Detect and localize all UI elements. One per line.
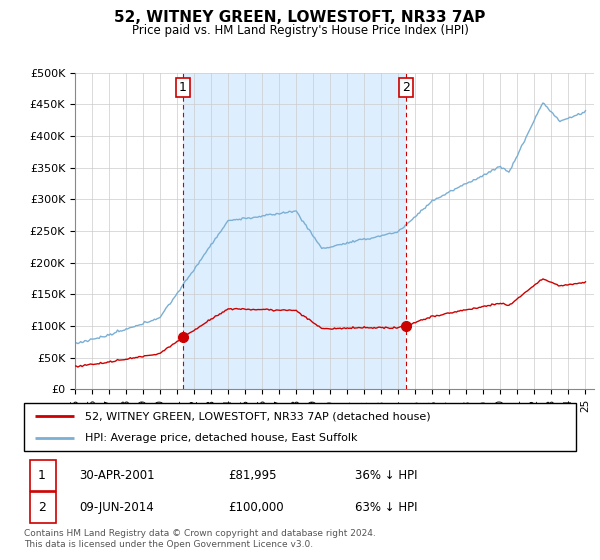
Bar <box>29 460 56 491</box>
Text: 2: 2 <box>402 81 410 94</box>
Text: Price paid vs. HM Land Registry's House Price Index (HPI): Price paid vs. HM Land Registry's House … <box>131 24 469 36</box>
Bar <box>29 492 56 523</box>
Text: Contains HM Land Registry data © Crown copyright and database right 2024.
This d: Contains HM Land Registry data © Crown c… <box>24 529 376 549</box>
Text: £81,995: £81,995 <box>228 469 277 482</box>
Text: 1: 1 <box>179 81 187 94</box>
Text: £100,000: £100,000 <box>228 501 284 514</box>
Bar <box>183 73 406 389</box>
Text: 52, WITNEY GREEN, LOWESTOFT, NR33 7AP (detached house): 52, WITNEY GREEN, LOWESTOFT, NR33 7AP (d… <box>85 411 430 421</box>
Text: 30-APR-2001: 30-APR-2001 <box>79 469 155 482</box>
Text: 1: 1 <box>38 469 46 482</box>
Text: HPI: Average price, detached house, East Suffolk: HPI: Average price, detached house, East… <box>85 433 357 443</box>
Text: 52, WITNEY GREEN, LOWESTOFT, NR33 7AP: 52, WITNEY GREEN, LOWESTOFT, NR33 7AP <box>115 10 485 25</box>
Text: 2: 2 <box>38 501 46 514</box>
Text: 36% ↓ HPI: 36% ↓ HPI <box>355 469 418 482</box>
Text: 63% ↓ HPI: 63% ↓ HPI <box>355 501 418 514</box>
Text: 09-JUN-2014: 09-JUN-2014 <box>79 501 154 514</box>
